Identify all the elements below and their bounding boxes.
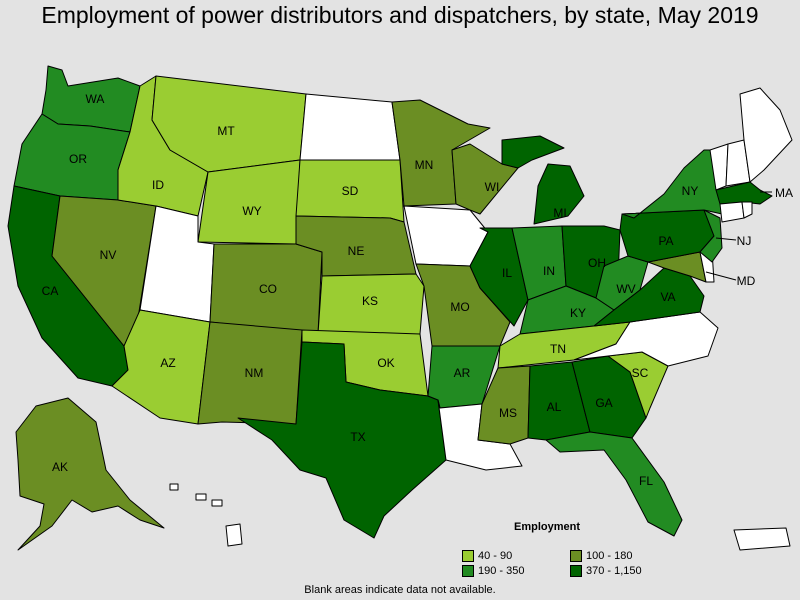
- state-TX[interactable]: [237, 341, 447, 539]
- label-NM: NM: [245, 366, 264, 380]
- label-MD: MD: [737, 274, 756, 288]
- state-CO[interactable]: [209, 243, 323, 335]
- state-NY[interactable]: [621, 149, 723, 219]
- legend-label: 40 - 90: [478, 550, 513, 562]
- legend-label: 190 - 350: [478, 565, 525, 577]
- label-WI: WI: [485, 180, 500, 194]
- label-IL: IL: [502, 266, 512, 280]
- legend-items: 40 - 90 100 - 180 190 - 350 370 - 1,150: [462, 549, 672, 578]
- label-PA: PA: [658, 234, 673, 248]
- leader-MD: [705, 271, 737, 281]
- state-PR[interactable]: [733, 527, 791, 551]
- label-MS: MS: [499, 406, 517, 420]
- label-KY: KY: [570, 306, 586, 320]
- legend-swatch: [570, 565, 582, 577]
- label-ID: ID: [152, 178, 164, 192]
- state-CT[interactable]: [719, 201, 745, 223]
- label-MO: MO: [450, 300, 469, 314]
- label-AZ: AZ: [160, 356, 175, 370]
- legend-swatch: [462, 565, 474, 577]
- label-FL: FL: [639, 474, 653, 488]
- state-FL[interactable]: [545, 431, 683, 537]
- label-WV: WV: [616, 282, 635, 296]
- state-WY[interactable]: [197, 159, 301, 245]
- state-MI[interactable]: [501, 135, 585, 225]
- label-AL: AL: [547, 400, 562, 414]
- leader-NJ: [715, 237, 737, 241]
- legend-item: 370 - 1,150: [570, 564, 680, 578]
- state-ND[interactable]: [299, 93, 401, 161]
- legend-label: 100 - 180: [586, 550, 633, 562]
- legend-swatch: [570, 550, 582, 562]
- state-RI[interactable]: [741, 201, 753, 219]
- label-NV: NV: [100, 248, 117, 262]
- legend-title: Employment: [513, 521, 580, 533]
- label-OH: OH: [588, 256, 606, 270]
- state-KS[interactable]: [317, 273, 425, 335]
- map-title: Employment of power distributors and dis…: [41, 2, 759, 28]
- state-ME[interactable]: [739, 87, 793, 183]
- label-OR: OR: [69, 152, 87, 166]
- state-labels: WA OR CA NV ID MT WY AZ CO NM SD NE KS O…: [42, 92, 793, 488]
- legend-swatch: [462, 550, 474, 562]
- label-MN: MN: [415, 158, 434, 172]
- label-MI: MI: [553, 206, 566, 220]
- state-WI[interactable]: [451, 143, 519, 215]
- state-NJ[interactable]: [699, 209, 723, 263]
- label-SD: SD: [342, 184, 359, 198]
- label-SC: SC: [632, 366, 649, 380]
- legend: Employment 40 - 90 100 - 180 190 - 350 3…: [462, 521, 672, 578]
- legend-item: 100 - 180: [570, 549, 680, 563]
- legend-item: 190 - 350: [462, 564, 570, 578]
- label-VA: VA: [660, 290, 675, 304]
- legend-item: 40 - 90: [462, 549, 570, 563]
- label-WY: WY: [242, 204, 261, 218]
- label-AR: AR: [454, 366, 471, 380]
- label-NY: NY: [682, 184, 699, 198]
- footnote: Blank areas indicate data not available.: [304, 584, 496, 596]
- state-VA[interactable]: [593, 267, 705, 327]
- label-TX: TX: [350, 430, 365, 444]
- label-OK: OK: [377, 356, 394, 370]
- label-AK: AK: [52, 460, 68, 474]
- label-TN: TN: [550, 342, 566, 356]
- label-NJ: NJ: [737, 234, 752, 248]
- state-AK[interactable]: [15, 397, 165, 551]
- label-IN: IN: [543, 264, 555, 278]
- label-MA: MA: [775, 186, 793, 200]
- label-CA: CA: [42, 284, 59, 298]
- state-HI[interactable]: [169, 483, 243, 547]
- label-GA: GA: [595, 396, 612, 410]
- label-WA: WA: [86, 92, 105, 106]
- legend-label: 370 - 1,150: [586, 565, 642, 577]
- label-NE: NE: [348, 244, 365, 258]
- label-MT: MT: [217, 124, 235, 138]
- label-CO: CO: [259, 282, 277, 296]
- label-KS: KS: [362, 294, 378, 308]
